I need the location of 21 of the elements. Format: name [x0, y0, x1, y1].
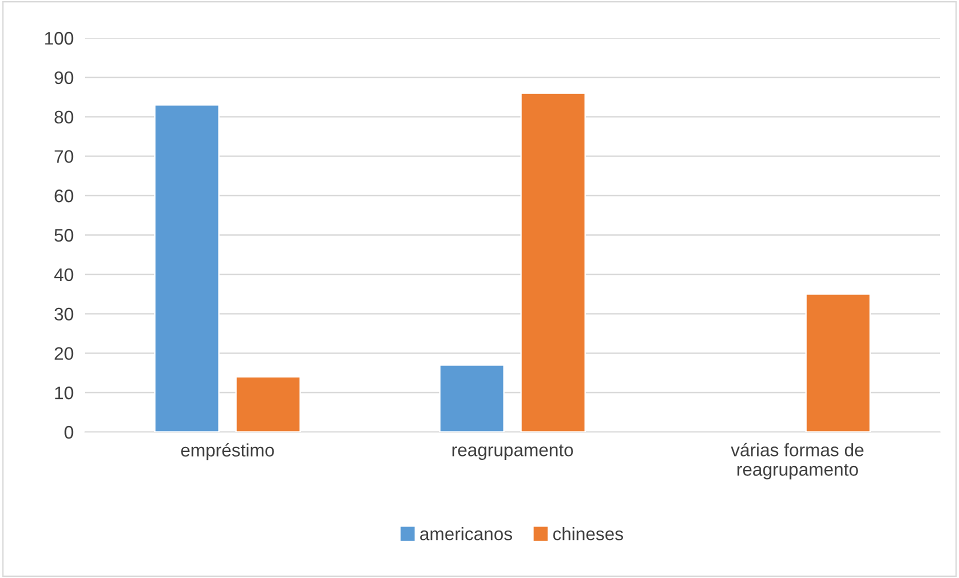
- bar: [439, 364, 505, 432]
- bar: [235, 376, 301, 432]
- bar: [520, 92, 586, 432]
- legend-label: chineses: [553, 527, 624, 540]
- x-tick-label: empréstimo: [181, 443, 274, 460]
- y-tick-label: 80: [54, 110, 74, 124]
- y-tick-label: 0: [64, 426, 74, 439]
- bar: [805, 293, 871, 432]
- y-tick-label: 30: [54, 308, 74, 321]
- x-tick-label: reagrupamento: [452, 444, 573, 460]
- y-tick-label: 50: [54, 228, 74, 242]
- y-tick-label: 60: [54, 190, 74, 202]
- y-tick-label: 70: [54, 150, 74, 163]
- y-tick-label: 20: [54, 347, 74, 360]
- y-tick-label: 40: [54, 268, 74, 282]
- y-tick-label: 90: [54, 71, 74, 84]
- bar: [154, 104, 220, 432]
- y-tick-label: 10: [55, 386, 74, 400]
- y-tick-label: 100: [45, 32, 74, 45]
- legend-label: americanos: [420, 527, 512, 540]
- x-tick-label: várias formas de reagrupamento: [730, 442, 864, 480]
